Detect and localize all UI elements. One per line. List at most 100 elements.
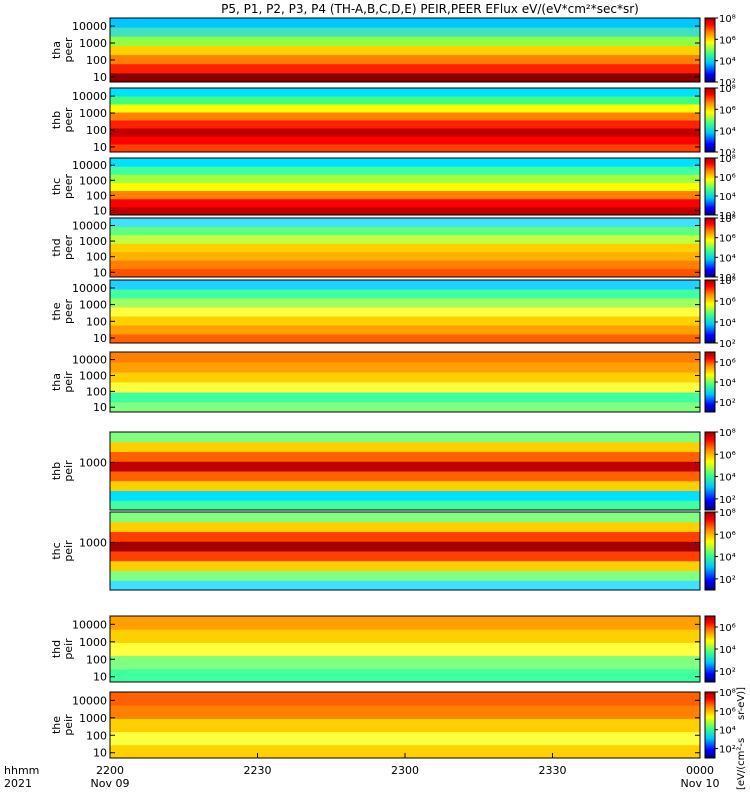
panel-tha-peir: 10 100 1000 10000 tha peir 10² 10⁴ 10⁶ bbox=[50, 351, 736, 414]
spectrogram-band bbox=[110, 144, 700, 153]
y-tick-label: 1000 bbox=[79, 235, 107, 248]
panel-ylabel: tha bbox=[50, 373, 63, 391]
spectrogram-band bbox=[110, 392, 700, 403]
x-tick-time: 2200 bbox=[96, 764, 124, 777]
colorbar-tick-label: 10² bbox=[719, 575, 736, 586]
y-tick-label: 100 bbox=[86, 385, 107, 398]
x-tick-date: Nov 10 bbox=[681, 777, 720, 790]
panel-ylabel: peer bbox=[62, 299, 75, 325]
colorbar-tick-label: 10⁴ bbox=[719, 57, 736, 68]
panel-ylabel: thc bbox=[50, 542, 63, 559]
y-tick-label: 10 bbox=[93, 141, 107, 154]
spectrogram-band bbox=[110, 54, 700, 65]
colorbar-tick-label: 10² bbox=[719, 273, 736, 284]
colorbar-tick-label: 10⁸ bbox=[719, 508, 736, 519]
panel-thc-peir: 1000 thc peir 10² 10⁴ 10⁶ 10⁸ bbox=[50, 508, 736, 591]
panel-frame bbox=[109, 431, 701, 511]
colorbar bbox=[704, 431, 716, 511]
colorbar-unit-wrap: sr-eV)] bbox=[736, 687, 747, 720]
colorbar bbox=[704, 691, 716, 759]
y-tick-label: 10 bbox=[93, 747, 107, 760]
spectrogram-band bbox=[110, 531, 700, 542]
panel-ylabel: thc bbox=[50, 178, 63, 195]
colorbar-unit-label: [eV/(cm²-s bbox=[736, 738, 747, 790]
spectrogram-band bbox=[110, 226, 700, 236]
y-tick-label: 10000 bbox=[72, 618, 107, 631]
y-tick-label: 10 bbox=[93, 332, 107, 345]
spectrogram-band bbox=[110, 280, 700, 290]
colorbar bbox=[704, 351, 716, 413]
spectrogram-band bbox=[110, 298, 700, 308]
panel-thd-peer: 10 100 1000 10000 thd peer 10² 10⁴ 10⁶ 10⁸ bbox=[50, 214, 736, 284]
colorbar-tick-label: 10⁶ bbox=[719, 234, 736, 245]
colorbar bbox=[704, 157, 716, 216]
colorbar-tick-label: 10⁸ bbox=[719, 276, 736, 287]
panel-ylabel: peir bbox=[62, 371, 75, 393]
colorbar bbox=[704, 17, 716, 83]
panel-ylabel: peer bbox=[62, 174, 75, 200]
colorbar-tick-label: 10² bbox=[719, 398, 736, 409]
y-tick-label: 10000 bbox=[72, 20, 107, 33]
colorbar bbox=[704, 87, 716, 153]
y-tick-label: 10 bbox=[93, 401, 107, 414]
colorbar-tick-label: 10⁴ bbox=[719, 553, 736, 564]
colorbar-tick-label: 10² bbox=[719, 211, 736, 222]
colorbar-tick-label: 10⁸ bbox=[719, 84, 736, 95]
panel-the-peir: 10 100 1000 10000 the peir 10² 10⁴ 10⁶ 10⁸ bbox=[50, 688, 736, 760]
colorbar bbox=[704, 615, 716, 683]
colorbar-tick-label: 10⁸ bbox=[719, 214, 736, 225]
colorbar bbox=[704, 217, 716, 278]
panel-frame bbox=[109, 351, 701, 413]
panel-thb-peir: 1000 thb peir 10² 10⁴ 10⁶ 10⁸ bbox=[50, 428, 736, 511]
colorbar-tick-label: 10² bbox=[719, 148, 736, 159]
panel-frame bbox=[109, 511, 701, 591]
spectrogram-band bbox=[110, 18, 700, 28]
spectrogram-band bbox=[110, 500, 700, 511]
panel-thc-peer: 10 100 1000 10000 thc peer 10² 10⁴ 10⁶ 10⁸ bbox=[50, 154, 736, 222]
spectrogram-band bbox=[110, 88, 700, 97]
panel-ylabel: thb bbox=[50, 462, 63, 480]
x-row2-label: 2021 bbox=[4, 777, 32, 790]
y-tick-label: 10000 bbox=[72, 282, 107, 295]
colorbar-tick-label: 10⁶ bbox=[719, 297, 736, 308]
spectrogram-band bbox=[110, 432, 700, 443]
spectrogram-band bbox=[110, 512, 700, 523]
spectrogram-band bbox=[110, 136, 700, 145]
panel-ylabel: peir bbox=[62, 460, 75, 482]
y-tick-label: 1000 bbox=[79, 37, 107, 50]
colorbar-tick-label: 10⁴ bbox=[719, 318, 736, 329]
y-tick-label: 1000 bbox=[79, 299, 107, 312]
spectrogram-band bbox=[110, 461, 700, 472]
spectrogram-band bbox=[110, 251, 700, 261]
spectrogram-band bbox=[110, 158, 700, 167]
y-tick-label: 10000 bbox=[72, 159, 107, 172]
colorbar-tick-label: 10⁴ bbox=[719, 192, 736, 203]
y-tick-label: 1000 bbox=[79, 712, 107, 725]
panel-ylabel: peir bbox=[62, 638, 75, 660]
colorbar-tick-label: 10⁸ bbox=[719, 154, 736, 165]
panel-the-peer: 10 100 1000 10000 the peer 10² 10⁴ 10⁶ 10⁸ bbox=[50, 276, 736, 350]
spectrogram-band bbox=[110, 372, 700, 383]
spectrogram-band bbox=[110, 705, 700, 719]
spectrogram-band bbox=[110, 36, 700, 46]
y-tick-label: 1000 bbox=[79, 174, 107, 187]
spectrogram-band bbox=[110, 260, 700, 270]
y-tick-label: 1000 bbox=[79, 456, 107, 469]
panel-thb-peer: 10 100 1000 10000 thb peer 10² 10⁴ 10⁶ 10⁸ bbox=[50, 84, 736, 159]
y-tick-label: 1000 bbox=[79, 107, 107, 120]
colorbar-tick-label: 10⁶ bbox=[719, 707, 736, 718]
colorbar-tick-label: 10⁴ bbox=[719, 253, 736, 264]
spectrogram-band bbox=[110, 382, 700, 393]
colorbar-tick-label: 10⁸ bbox=[719, 688, 736, 699]
y-tick-label: 100 bbox=[86, 729, 107, 742]
spectrogram-band bbox=[110, 218, 700, 227]
colorbar-tick-label: 10⁶ bbox=[719, 450, 736, 461]
y-tick-label: 100 bbox=[86, 189, 107, 202]
y-tick-label: 10 bbox=[93, 671, 107, 684]
spectrogram-band bbox=[110, 316, 700, 326]
spectrogram-band bbox=[110, 480, 700, 491]
spectrogram-band bbox=[110, 45, 700, 56]
y-tick-label: 100 bbox=[86, 315, 107, 328]
spectrogram-band bbox=[110, 182, 700, 192]
spectrogram-band bbox=[110, 541, 700, 552]
